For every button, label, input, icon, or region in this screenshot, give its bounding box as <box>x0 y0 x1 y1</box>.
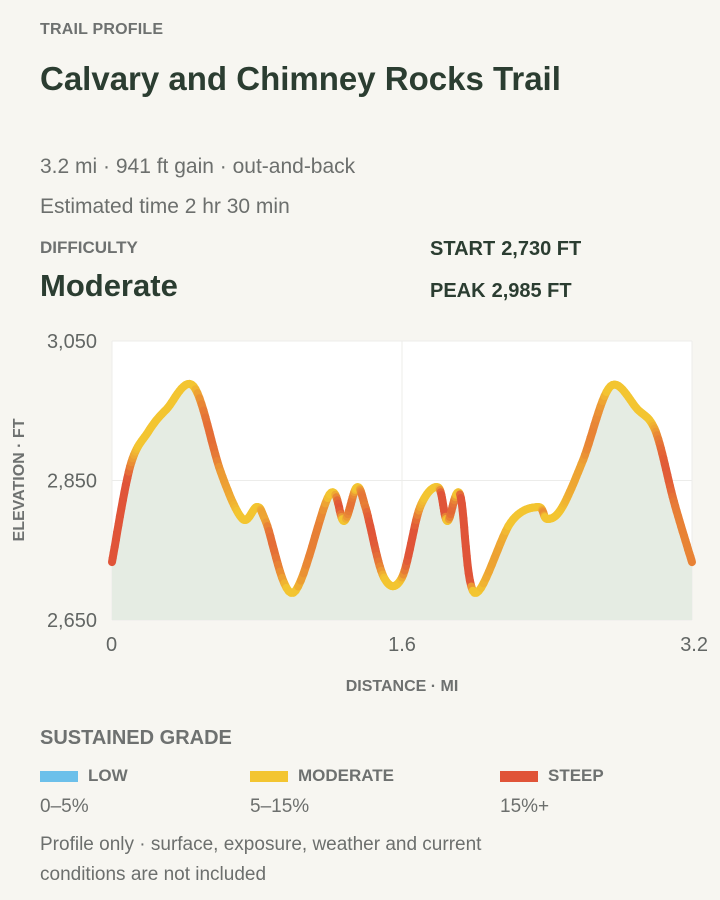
footer-note: Profile only · surface, exposure, weathe… <box>40 834 482 885</box>
peak-value: 2,985 FT <box>491 280 572 302</box>
x-tick-label: 3.2 <box>680 634 708 656</box>
difficulty-label: DIFFICULTY <box>40 238 138 257</box>
x-axis-ticks: 0 1.6 3.2 <box>106 634 708 656</box>
y-tick-label: 2,850 <box>47 471 97 493</box>
profile-segment <box>687 555 696 567</box>
y-axis-title: ELEVATION · FT <box>11 418 28 541</box>
x-tick-label: 1.6 <box>388 634 416 656</box>
difficulty-value: Moderate <box>40 268 178 303</box>
steep-swatch <box>500 770 538 782</box>
elevation-profile-line <box>108 379 696 597</box>
moderate-swatch <box>250 770 288 782</box>
eyebrow-label: TRAIL PROFILE <box>40 21 164 38</box>
legend-title: SUSTAINED GRADE <box>40 727 232 749</box>
peak-label: PEAK <box>430 280 486 302</box>
legend-range-low: 0–5% <box>40 796 89 817</box>
legend-label-low: LOW <box>88 766 128 785</box>
y-tick-label: 3,050 <box>47 331 97 353</box>
x-axis-title: DISTANCE · MI <box>346 678 459 695</box>
legend-item-moderate: MODERATE 5–15% <box>250 766 394 818</box>
estimated-time: Estimated time 2 hr 30 min <box>40 195 290 218</box>
low-swatch <box>40 770 78 782</box>
legend-item-steep: STEEP 15%+ <box>500 766 604 818</box>
trail-title: Calvary and Chimney Rocks Trail <box>40 60 561 97</box>
start-elevation-stat: START 2,730 FT <box>430 238 581 261</box>
elevation-area-fill <box>112 383 692 620</box>
start-label: START <box>430 238 496 260</box>
legend-range-steep: 15%+ <box>500 796 550 817</box>
legend-label-steep: STEEP <box>548 766 604 785</box>
y-axis-ticks: 2,650 2,850 3,050 <box>47 331 97 632</box>
elevation-profile-chart: 2,650 2,850 3,050 0 1.6 3.2 ELEVATION · FT D… <box>11 331 708 695</box>
legend-label-moderate: MODERATE <box>298 766 395 785</box>
legend-item-low: LOW 0–5% <box>40 766 128 818</box>
start-value: 2,730 FT <box>501 238 582 260</box>
peak-elevation-stat: PEAK 2,985 FT <box>430 280 572 303</box>
legend-range-moderate: 5–15% <box>250 796 310 817</box>
trail-summary: 3.2 mi · 941 ft gain · out-and-back <box>40 155 356 178</box>
x-tick-label: 0 <box>106 634 117 656</box>
y-tick-label: 2,650 <box>47 610 97 632</box>
